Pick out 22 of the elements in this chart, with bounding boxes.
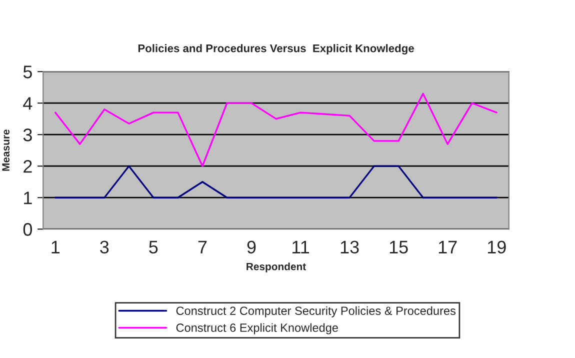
x-tick-label: 9: [247, 240, 256, 254]
legend-label: Construct 2 Computer Security Policies & Procedures: [176, 306, 456, 318]
y-tick-label: 1: [24, 192, 32, 204]
x-tick-label: 11: [292, 240, 310, 254]
y-tick-label: 0: [23, 223, 32, 236]
y-tick-label: 5: [23, 66, 32, 78]
x-tick-label: 17: [438, 240, 457, 254]
x-tick-label: 13: [340, 240, 359, 254]
chart-title: Policies and Procedures Versus Explicit Knowledge: [138, 44, 414, 55]
x-tick-label: 7: [198, 240, 207, 254]
y-tick-label: 4: [23, 97, 32, 110]
x-tick-label: 5: [149, 240, 158, 254]
x-tick-label: 19: [488, 240, 506, 254]
legend-label: Construct 6 Explicit Knowledge: [176, 323, 338, 334]
y-tick-label: 2: [24, 160, 32, 173]
x-tick-label: 1: [52, 240, 60, 254]
x-tick-label: 15: [390, 240, 408, 254]
x-axis-title: Respondent: [246, 262, 306, 272]
line-series: [54, 92, 498, 167]
x-tick-label: 3: [100, 240, 109, 254]
y-tick-label: 3: [23, 128, 32, 142]
y-axis-title: Measure: [2, 130, 10, 171]
